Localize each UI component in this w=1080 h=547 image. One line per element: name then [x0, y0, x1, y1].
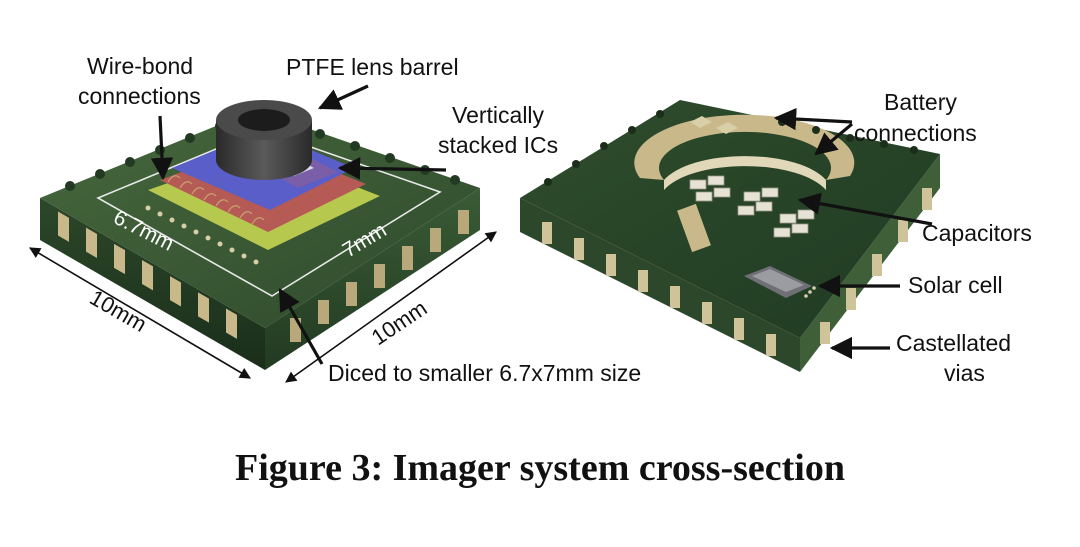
right-board-side-right: [800, 154, 940, 372]
label-diced: Diced to smaller 6.7x7mm size: [328, 360, 641, 386]
ic-purple: [270, 158, 338, 188]
dim-outer-right: 10mm: [367, 295, 432, 350]
arrow-capacitors: [797, 192, 933, 226]
left-board: [40, 100, 480, 370]
label-battery-1: Battery: [884, 89, 957, 115]
lens-barrel: [216, 100, 312, 180]
battery-pads: [690, 116, 738, 134]
label-ptfe: PTFE lens barrel: [286, 54, 459, 80]
label-capacitors: Capacitors: [922, 220, 1032, 246]
capacitors: [689, 175, 815, 238]
arrow-ptfe: [317, 84, 369, 110]
wire-bonds: [167, 175, 265, 225]
arrow-battery-2: [814, 122, 854, 156]
annotation-arrows: [150, 84, 933, 365]
figure-caption: Figure 3: Imager system cross-section: [235, 447, 845, 489]
battery-ring: [634, 114, 855, 253]
label-solar: Solar cell: [908, 272, 1003, 298]
label-wire-bond-2: connections: [78, 83, 201, 109]
arrow-battery-1: [773, 107, 853, 131]
label-battery-2: connections: [854, 120, 977, 146]
arrow-wire-bond: [150, 115, 174, 181]
label-wire-bond-1: Wire-bond: [87, 53, 193, 79]
label-castellated-2: vias: [944, 360, 985, 386]
right-castellations: [542, 188, 932, 356]
solar-cell: [744, 266, 816, 298]
right-top-notches: [544, 110, 918, 186]
right-board-side-left: [520, 198, 800, 372]
dim-line-outer-right: [285, 231, 497, 383]
label-castellated-1: Castellated: [896, 330, 1011, 356]
dim-line-outer-left: [29, 247, 251, 379]
label-stacked-1: Vertically: [452, 102, 545, 128]
arrow-stacked: [337, 157, 447, 180]
arrow-diced: [278, 288, 324, 365]
label-stacked-2: stacked ICs: [438, 132, 558, 158]
